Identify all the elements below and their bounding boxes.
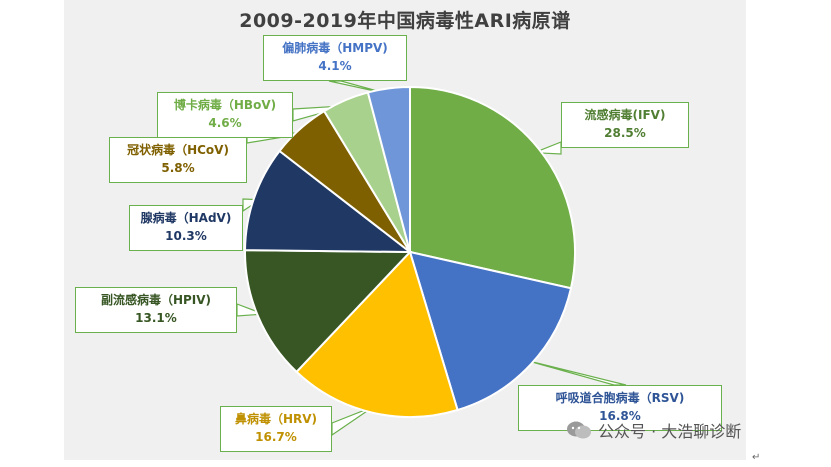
data-label-name: 副流感病毒（HPIV) [100,293,212,307]
data-label-value: 4.6% [208,116,242,130]
pie-chart [236,80,627,437]
data-label-value: 16.8% [599,409,641,423]
chart-title: 2009-2019年中国病毒性ARI病原谱 [239,10,571,32]
pie-slice-hrv [295,250,459,418]
callout-pointer-hmpv [328,80,390,95]
data-label-name: 偏肺病毒（HMPV) [282,41,388,55]
callout-hpiv: 副流感病毒（HPIV) 13.1% [75,287,237,333]
data-label-value: 13.1% [135,311,177,325]
callout-pointer-rsv [526,359,627,386]
data-label-value: 16.7% [255,430,297,444]
callout-pointer-hrv [331,406,374,437]
watermark-text: 公众号 · 大浩聊诊断 [598,422,742,441]
watermark: 公众号 · 大浩聊诊断 [566,418,741,442]
pie-slice-ifv [409,85,576,290]
pie-slice-hmpv [366,85,411,253]
callout-hb: 博卡病毒（HBoV) 4.6% [157,92,293,138]
callout-hc: 冠状病毒（HCoV) 5.8% [109,137,247,183]
callout-ha: 腺病毒（HAdV) 10.3% [129,205,243,251]
pie-slice-rsv [408,250,573,412]
chart-area: 2009-2019年中国病毒性ARI病原谱 流感病毒(IFV) 28.5% 呼吸道合… [64,0,746,460]
data-label-value: 28.5% [604,126,646,140]
return-mark: ↵ [752,452,761,463]
data-label-value: 10.3% [165,229,207,243]
data-label-name: 博卡病毒（HBoV) [173,98,277,112]
pie-slice-ha [243,149,413,254]
data-label-name: 呼吸道合胞病毒（RSV) [555,391,685,405]
callout-hmpv: 偏肺病毒（HMPV) 4.1% [263,35,407,81]
data-label-name: 鼻病毒（HRV) [234,412,318,426]
data-label-name: 冠状病毒（HCoV) [127,143,229,157]
callout-hrv: 鼻病毒（HRV) 16.7% [220,406,332,452]
data-label-value: 5.8% [161,161,195,175]
data-label-name: 流感病毒(IFV) [584,108,666,122]
callout-rsv: 呼吸道合胞病毒（RSV) 16.8% [518,385,722,431]
callout-ifv: 流感病毒(IFV) 28.5% [561,102,689,148]
data-label-value: 4.1% [318,59,352,73]
pie-slice-hpiv [244,249,413,374]
wechat-icon [567,421,591,439]
data-label-name: 腺病毒（HAdV) [140,211,232,225]
